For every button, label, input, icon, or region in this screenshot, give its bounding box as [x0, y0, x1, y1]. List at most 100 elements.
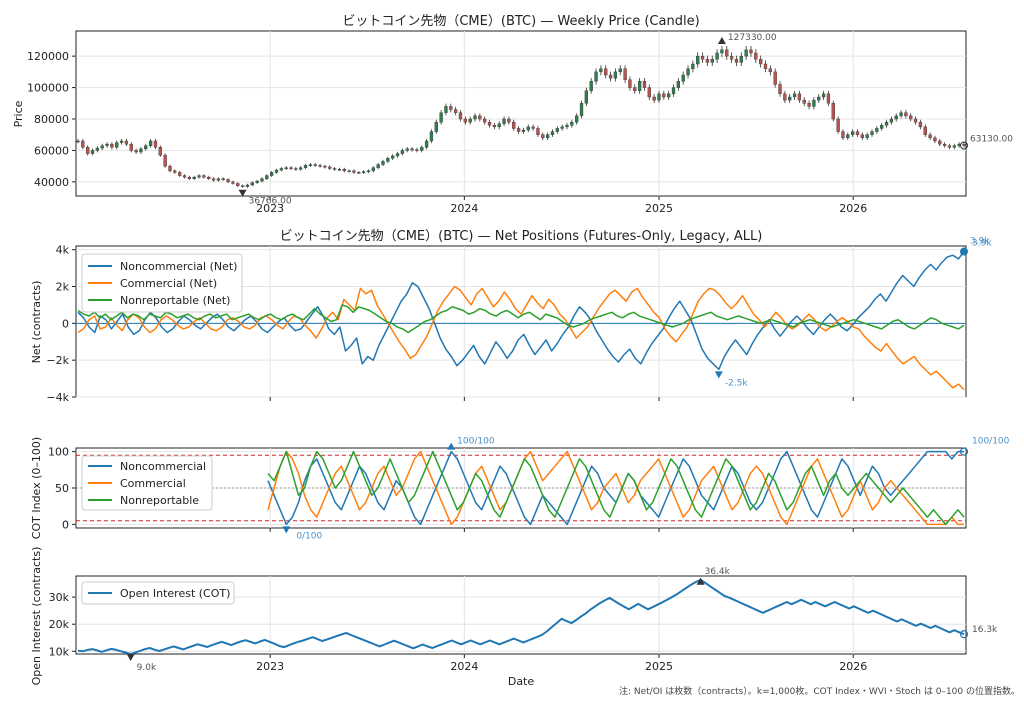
candle-body [182, 175, 187, 178]
candle-body [192, 176, 196, 179]
candle-body [429, 131, 434, 142]
candle-body [599, 68, 603, 73]
candle-body [812, 99, 816, 107]
candle-body [463, 118, 467, 123]
candle-body [913, 118, 918, 123]
candle-body [134, 150, 138, 153]
series-layer [76, 45, 966, 655]
y-tick-label: 120000 [27, 50, 69, 63]
candle-body [962, 143, 966, 146]
candle-body [860, 134, 864, 139]
candle-body [376, 164, 380, 168]
candle-body [231, 181, 235, 184]
candle-body [570, 121, 574, 126]
last-price-label: 63130.00 [970, 135, 1013, 145]
candle-body [487, 121, 492, 126]
net-y-label: Net (contracts) [30, 281, 43, 364]
y-tick-label: 100 [48, 446, 69, 459]
cot-max-marker [447, 442, 456, 450]
candle-body [841, 131, 845, 139]
candle-body [342, 169, 346, 172]
x-axis-label: Date [508, 675, 535, 688]
max-marker [717, 36, 726, 44]
cot-min-marker [282, 526, 291, 534]
candle-body [909, 115, 913, 120]
candle-body [739, 55, 743, 63]
candle-body [492, 125, 497, 128]
y-tick-label: 2k [56, 281, 70, 294]
candle-body [289, 167, 293, 169]
candle-body [846, 134, 850, 139]
candle-body [347, 170, 351, 173]
candle-body [173, 170, 177, 173]
candle-body [95, 147, 100, 151]
candle-body [521, 129, 526, 132]
candle-body [240, 185, 245, 187]
candle-body [255, 180, 259, 183]
candle-body [705, 59, 710, 63]
candle-body [875, 128, 879, 132]
candle-body [361, 171, 366, 173]
candle-body [541, 134, 545, 139]
candle-body [153, 140, 158, 148]
candle-body [918, 121, 923, 128]
y-tick-label: −2k [46, 354, 69, 367]
candle-body [415, 149, 419, 151]
candle-body [453, 109, 458, 113]
candle-body [894, 115, 898, 120]
candle-body [226, 179, 230, 183]
candle-body [647, 87, 651, 98]
candle-body [158, 147, 162, 156]
candle-body [245, 184, 250, 187]
candle-body [754, 52, 758, 60]
min-price-label: 36766.00 [249, 197, 292, 207]
max-price-label: 127330.00 [728, 33, 777, 43]
candle-body [318, 165, 322, 167]
candle-body [371, 167, 375, 172]
candle-body [420, 147, 424, 151]
candle-body [952, 145, 956, 148]
candle-body [792, 93, 797, 98]
candle-body [676, 81, 681, 88]
candle-body [236, 183, 240, 186]
candle-body [76, 140, 80, 143]
legend-oi: Open Interest (COT) [81, 581, 235, 605]
candle-body [207, 176, 211, 179]
candle-body [444, 106, 448, 113]
candle-body [386, 158, 390, 162]
candle-body [270, 172, 274, 176]
candle-body [197, 175, 201, 178]
candle-body [352, 170, 356, 173]
x-tick-label: 2023 [256, 660, 284, 673]
oi-y-label: Open Interest (contracts) [30, 547, 43, 686]
candle-body [405, 148, 409, 151]
candle-body [928, 134, 932, 139]
candle-body [308, 164, 313, 166]
candle-body [483, 118, 487, 123]
x-tick-label: 2025 [645, 202, 673, 215]
candle-body [831, 103, 835, 120]
candle-body [710, 59, 714, 63]
candle-body [536, 128, 540, 135]
candle-body [284, 167, 288, 169]
net-last-label: 3.9k [972, 239, 992, 249]
candle-body [604, 68, 608, 76]
candle-body [90, 150, 95, 154]
candle-body [671, 87, 676, 95]
candle-body [773, 71, 777, 85]
candle-body [691, 63, 695, 69]
oi-min-marker [126, 654, 135, 661]
series-line-1-0 [77, 251, 965, 371]
candle-body [328, 166, 332, 169]
candle-body [216, 178, 221, 181]
candle-body [468, 118, 472, 123]
legend-cot-nonreportable: Nonreportable [120, 494, 199, 507]
candle-body [613, 71, 618, 79]
y-tick-label: 10k [49, 645, 70, 658]
candle-body [933, 137, 937, 142]
min-marker [238, 189, 247, 197]
candle-body [81, 140, 85, 148]
candle-body [105, 143, 109, 146]
candle-body [279, 168, 283, 171]
